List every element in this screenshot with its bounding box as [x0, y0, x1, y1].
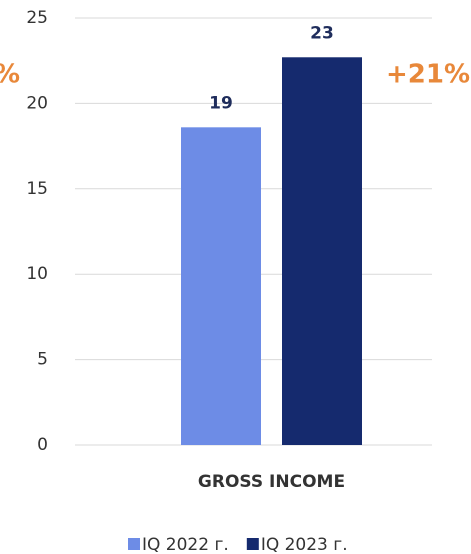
y-tick-label: 25	[26, 8, 48, 28]
data-label: 23	[310, 23, 334, 43]
y-tick-label: 10	[26, 264, 48, 284]
bar	[181, 127, 261, 445]
x-tick-label: GROSS INCOME	[198, 472, 345, 492]
legend-swatch	[128, 538, 140, 550]
annotation: +21%	[386, 60, 470, 90]
y-tick-label: 0	[37, 435, 48, 455]
legend-label: IQ 2023 г.	[261, 535, 348, 554]
y-tick-label: 15	[26, 179, 48, 199]
annotation: %	[0, 60, 20, 90]
y-tick-label: 5	[37, 350, 48, 370]
legend-swatch	[246, 538, 259, 550]
y-tick-label: 20	[26, 93, 48, 113]
data-label: 19	[209, 93, 233, 113]
legend-label: IQ 2022 г.	[142, 535, 229, 554]
bar	[282, 57, 362, 446]
